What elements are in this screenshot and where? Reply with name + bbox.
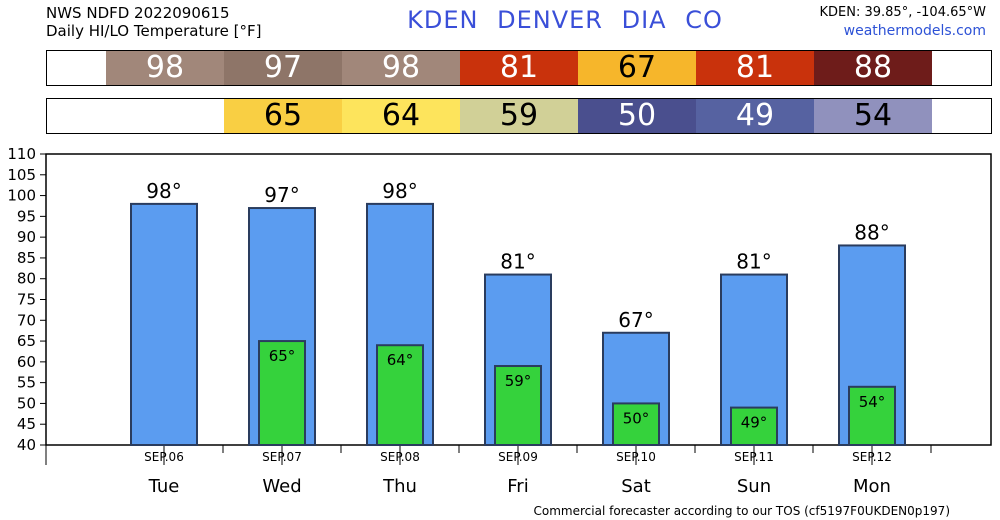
y-tick-label: 40 [17,436,36,454]
weekday-label: Mon [853,476,891,497]
y-tick-label: 110 [7,145,36,163]
y-tick-label: 60 [17,353,36,371]
date-label: SEP.11 [734,450,774,464]
station-coordinates: KDEN: 39.85°, -104.65°W [819,5,987,20]
high-temp-cell: 97 [224,51,342,85]
weekday-label: Sat [621,476,651,497]
weekday-label: Tue [148,476,180,497]
date-label: SEP.08 [380,450,420,464]
date-label: SEP.09 [498,450,538,464]
y-tick-label: 80 [17,270,36,288]
low-temp-label: 49° [741,414,768,432]
high-temp-strip: 98 97 98 81 67 81 88 [46,50,992,86]
y-tick-label: 65 [17,332,36,350]
high-temp-label: 98° [382,179,417,203]
y-tick-label: 75 [17,291,36,309]
y-tick-label: 105 [7,166,36,184]
low-temp-bar [730,406,778,447]
high-temp-label: 81° [736,250,771,274]
low-temp-bar [376,344,424,447]
high-temp-bar [130,202,198,446]
low-temp-bar [494,365,542,446]
low-temp-cell: 49 [696,99,814,133]
weekday-label: Thu [382,476,417,497]
date-label: SEP.12 [852,450,892,464]
y-tick-label: 85 [17,249,36,267]
y-tick-label: 50 [17,394,36,412]
station-title: KDEN DENVER DIA CO [407,6,723,34]
y-tick-label: 100 [7,187,36,205]
low-temp-cell: 59 [460,99,578,133]
high-temp-cell: 81 [696,51,814,85]
low-temp-cell: 64 [342,99,460,133]
high-temp-label: 81° [500,250,535,274]
high-temp-cell: 88 [814,51,932,85]
low-temp-bar [848,385,896,446]
high-temp-cell: 98 [106,51,224,85]
low-temp-label: 64° [387,351,414,369]
y-tick-label: 55 [17,374,36,392]
low-temp-bar [258,340,306,447]
chart-header-left: NWS NDFD 2022090615 Daily HI/LO Temperat… [46,4,262,40]
high-temp-cell: 67 [578,51,696,85]
low-temp-label: 59° [505,372,532,390]
site-link[interactable]: weathermodels.com [843,23,986,39]
weekday-label: Sun [737,476,771,497]
high-temp-label: 88° [854,220,889,244]
weekday-label: Wed [262,476,301,497]
high-temp-label: 67° [618,308,653,332]
high-temp-label: 97° [264,183,299,207]
high-temp-cell: 98 [342,51,460,85]
low-temp-strip: 65 64 59 50 49 54 [46,98,992,134]
model-run-label: NWS NDFD 2022090615 [46,4,230,22]
low-temp-bar [612,402,660,446]
chart-header-right: KDEN: 39.85°, -104.65°W weathermodels.co… [820,4,987,40]
low-temp-label: 54° [859,393,886,411]
low-temp-cell: 65 [224,99,342,133]
y-tick-label: 90 [17,228,36,246]
low-temp-cell: 50 [578,99,696,133]
high-temp-cell: 81 [460,51,578,85]
footer-note: Commercial forecaster according to our T… [533,504,950,518]
date-label: SEP.10 [616,450,656,464]
chart-title: Daily HI/LO Temperature [°F] [46,22,262,40]
high-temp-label: 98° [146,179,181,203]
date-label: SEP.07 [262,450,302,464]
low-temp-label: 65° [269,347,296,365]
low-temp-label: 50° [623,409,650,427]
low-temp-cell [106,99,224,133]
y-tick-label: 45 [17,415,36,433]
low-temp-cell: 54 [814,99,932,133]
weekday-label: Fri [507,476,528,497]
y-tick-label: 95 [17,207,36,225]
date-label: SEP.06 [144,450,184,464]
y-tick-label: 70 [17,311,36,329]
